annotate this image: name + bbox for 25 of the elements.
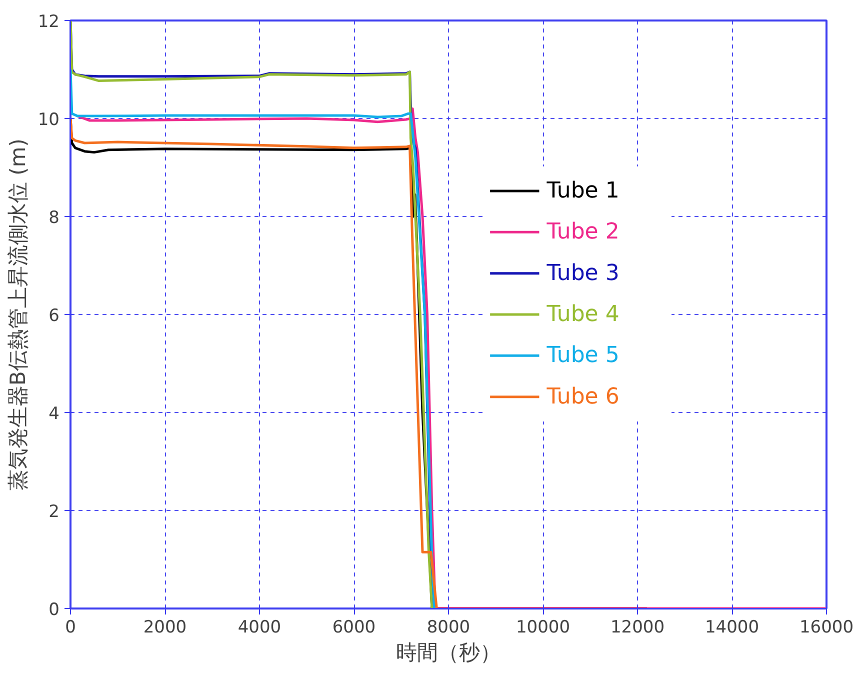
y-tick-label: 2 xyxy=(48,502,60,522)
y-tick-label: 0 xyxy=(48,600,60,620)
x-tick-label: 8000 xyxy=(426,618,470,638)
legend-label: Tube 3 xyxy=(546,260,620,286)
y-axis-title: 蒸気発生器B伝熱管上昇流側水位 (m) xyxy=(6,138,30,490)
legend-label: Tube 5 xyxy=(546,343,620,368)
y-tick-label: 8 xyxy=(48,208,60,228)
line-series xyxy=(76,107,826,608)
x-tick-label: 10000 xyxy=(516,618,570,638)
x-tick-label: 0 xyxy=(65,618,76,638)
x-tick-label: 12000 xyxy=(610,618,665,638)
x-axis-title: 時間（秒） xyxy=(396,640,501,664)
x-tick-label: 4000 xyxy=(238,618,282,638)
y-tick-label: 4 xyxy=(48,404,60,424)
legend-label: Tube 6 xyxy=(546,384,620,410)
x-tick-label: 14000 xyxy=(704,618,760,638)
x-tick-label: 16000 xyxy=(799,618,854,638)
x-tick-label: 2000 xyxy=(143,618,187,638)
legend-label: Tube 2 xyxy=(546,220,620,245)
y-tick-label: 12 xyxy=(38,12,60,32)
x-tick-label: 6000 xyxy=(332,618,376,638)
legend-label: Tube 1 xyxy=(546,178,620,204)
y-tick-label: 10 xyxy=(38,110,60,130)
legend-label: Tube 4 xyxy=(546,302,620,327)
y-tick-label: 6 xyxy=(48,306,60,326)
